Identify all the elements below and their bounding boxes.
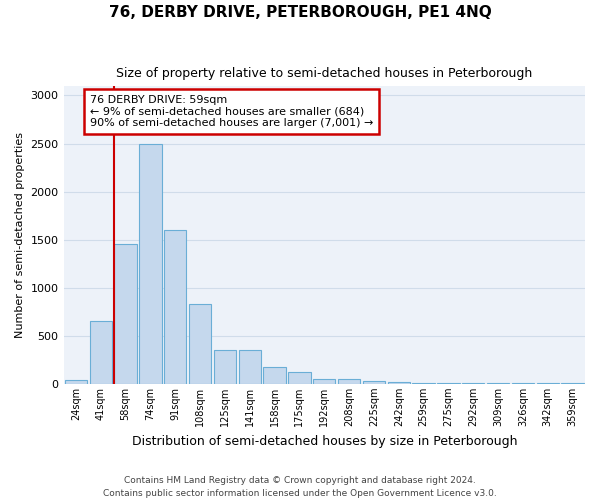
- Bar: [214, 350, 236, 384]
- Bar: [388, 382, 410, 384]
- Bar: [239, 350, 261, 384]
- Text: Contains HM Land Registry data © Crown copyright and database right 2024.
Contai: Contains HM Land Registry data © Crown c…: [103, 476, 497, 498]
- Text: 76 DERBY DRIVE: 59sqm
← 9% of semi-detached houses are smaller (684)
90% of semi: 76 DERBY DRIVE: 59sqm ← 9% of semi-detac…: [89, 95, 373, 128]
- Bar: [487, 383, 509, 384]
- Bar: [189, 304, 211, 384]
- Bar: [288, 372, 311, 384]
- Bar: [338, 379, 360, 384]
- Bar: [139, 144, 161, 384]
- Bar: [437, 383, 460, 384]
- Y-axis label: Number of semi-detached properties: Number of semi-detached properties: [15, 132, 25, 338]
- Bar: [164, 230, 187, 384]
- Bar: [263, 367, 286, 384]
- Title: Size of property relative to semi-detached houses in Peterborough: Size of property relative to semi-detach…: [116, 68, 532, 80]
- Bar: [462, 383, 484, 384]
- Bar: [89, 322, 112, 384]
- Bar: [115, 244, 137, 384]
- Bar: [313, 379, 335, 384]
- Bar: [363, 381, 385, 384]
- Text: 76, DERBY DRIVE, PETERBOROUGH, PE1 4NQ: 76, DERBY DRIVE, PETERBOROUGH, PE1 4NQ: [109, 5, 491, 20]
- Bar: [412, 382, 435, 384]
- X-axis label: Distribution of semi-detached houses by size in Peterborough: Distribution of semi-detached houses by …: [131, 434, 517, 448]
- Bar: [65, 380, 87, 384]
